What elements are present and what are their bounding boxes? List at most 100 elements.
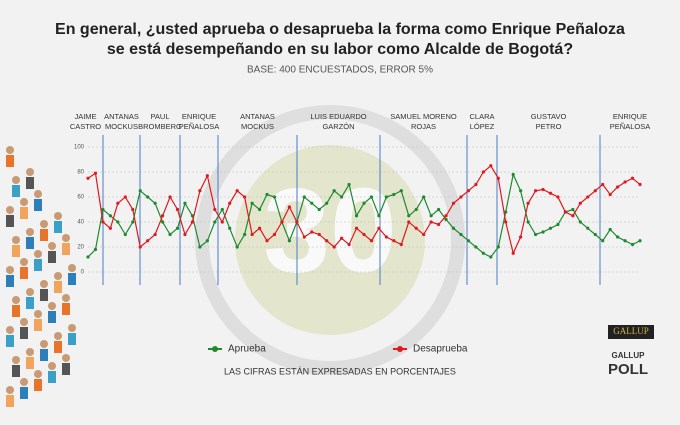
- data-point: [369, 239, 374, 243]
- data-point: [101, 207, 105, 212]
- data-point: [399, 189, 403, 193]
- period-label: LUIS EDUARDO: [310, 112, 366, 121]
- data-point: [459, 232, 463, 237]
- person-body: [54, 221, 62, 233]
- person-body: [26, 177, 34, 189]
- data-point: [429, 214, 433, 218]
- data-point: [474, 245, 478, 249]
- data-point: [287, 239, 292, 243]
- data-point: [235, 245, 239, 249]
- data-point: [93, 171, 98, 175]
- data-point: [377, 214, 381, 218]
- data-point: [272, 232, 277, 237]
- chart-title: En general, ¿usted aprueba o desaprueba …: [55, 21, 625, 38]
- legend-label: Desaprueba: [413, 344, 468, 355]
- data-point: [571, 207, 575, 212]
- data-point: [146, 239, 150, 243]
- subtitle: BASE: 400 ENCUESTADOS, ERROR 5%: [247, 65, 433, 76]
- data-point: [556, 195, 560, 199]
- person-head: [20, 258, 28, 266]
- data-point: [213, 220, 217, 224]
- y-tick-label: 0: [81, 270, 85, 276]
- person-head: [48, 242, 56, 250]
- watermark-text: 30: [263, 164, 396, 298]
- data-point: [340, 195, 344, 199]
- period-label: ANTANAS: [240, 112, 275, 121]
- person-head: [6, 146, 14, 154]
- watermark: 30: [195, 105, 465, 375]
- data-point: [332, 245, 336, 249]
- data-point: [250, 201, 254, 205]
- person-body: [20, 267, 28, 279]
- data-point: [228, 226, 232, 230]
- data-point: [310, 230, 314, 234]
- data-point: [295, 220, 299, 224]
- data-point: [630, 176, 635, 180]
- data-point: [392, 239, 396, 243]
- data-point: [399, 242, 403, 247]
- data-point: [377, 226, 381, 230]
- period-label: MOCKUS: [241, 122, 274, 131]
- period-label: ENRIQUE: [613, 112, 647, 121]
- person-body: [62, 363, 70, 375]
- data-point: [414, 207, 418, 212]
- data-point: [429, 220, 433, 224]
- data-point: [563, 210, 568, 214]
- data-point: [623, 180, 627, 184]
- period-label: GUSTAVO: [531, 112, 567, 121]
- person-head: [48, 302, 56, 310]
- person-head: [40, 280, 48, 288]
- person-head: [34, 190, 42, 198]
- data-point: [138, 189, 142, 193]
- data-point: [541, 230, 545, 234]
- period-label: PEÑALOSA: [610, 122, 650, 131]
- person-body: [40, 349, 48, 361]
- person-head: [26, 288, 34, 296]
- data-point: [548, 191, 553, 195]
- data-point: [511, 172, 515, 177]
- period-label: ANTANAS: [104, 112, 139, 121]
- data-point: [436, 222, 441, 227]
- y-tick-label: 60: [77, 195, 84, 201]
- person-body: [20, 207, 28, 219]
- person-head: [54, 212, 62, 220]
- person-body: [6, 155, 14, 167]
- person-head: [26, 348, 34, 356]
- person-head: [12, 356, 20, 364]
- data-point: [369, 195, 374, 199]
- period-label: LÓPEZ: [470, 122, 495, 131]
- person-head: [6, 206, 14, 214]
- note: LAS CIFRAS ESTÁN EXPRESADAS EN PORCENTAJ…: [224, 366, 456, 376]
- person-body: [26, 237, 34, 249]
- data-point: [153, 201, 157, 205]
- data-point: [474, 182, 478, 187]
- legend-marker: [397, 346, 403, 352]
- data-point: [347, 242, 351, 247]
- data-point: [220, 220, 224, 224]
- person-body: [6, 275, 14, 287]
- data-point: [243, 195, 247, 199]
- data-point: [131, 220, 135, 224]
- person-body: [68, 333, 76, 345]
- data-point: [347, 182, 351, 187]
- person-body: [26, 297, 34, 309]
- person-head: [68, 264, 76, 272]
- logo: GALLUP: [613, 326, 649, 336]
- data-point: [198, 189, 202, 193]
- data-point: [168, 195, 172, 199]
- data-point: [451, 226, 456, 230]
- data-point: [541, 187, 545, 192]
- data-point: [384, 235, 388, 239]
- data-point: [265, 192, 269, 197]
- data-point: [220, 207, 224, 212]
- data-point: [362, 201, 366, 205]
- data-point: [407, 214, 411, 218]
- person-body: [6, 215, 14, 227]
- legend: Aprueba Desaprueba: [208, 344, 468, 355]
- person-head: [6, 326, 14, 334]
- data-point: [362, 232, 366, 237]
- data-point: [556, 222, 560, 227]
- person-body: [48, 371, 56, 383]
- data-point: [489, 164, 493, 168]
- period-label: MOCKUS: [105, 122, 138, 131]
